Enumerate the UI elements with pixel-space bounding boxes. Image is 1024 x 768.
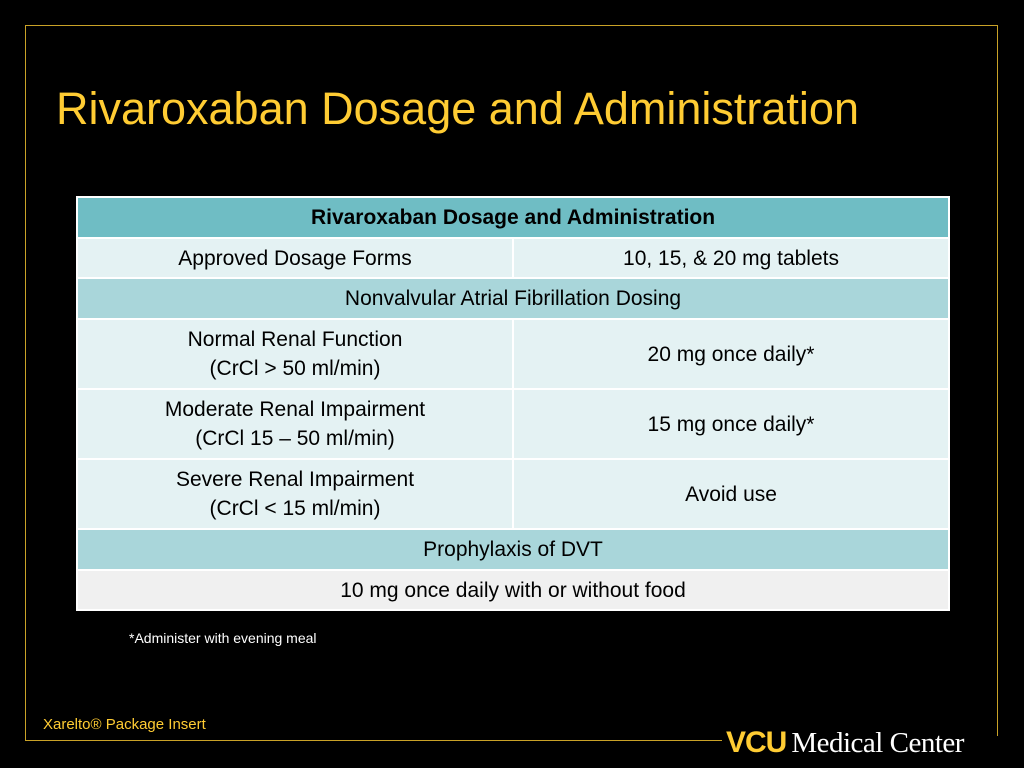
severe-renal-label-line1: Severe Renal Impairment — [175, 468, 415, 491]
normal-renal-label: Normal Renal Function (CrCl > 50 ml/min) — [76, 318, 514, 390]
dosage-table: Rivaroxaban Dosage and Administration Ap… — [75, 196, 951, 611]
table-header-row: Rivaroxaban Dosage and Administration — [75, 196, 951, 239]
moderate-renal-dose: 15 mg once daily* — [511, 388, 951, 460]
severe-renal-label-line2: (CrCl < 15 ml/min) — [209, 497, 381, 520]
slide-title: Rivaroxaban Dosage and Administration — [56, 83, 859, 134]
logo-vcu-text: VCU — [726, 726, 787, 759]
table-header-cell: Rivaroxaban Dosage and Administration — [75, 196, 951, 239]
table-row: Severe Renal Impairment (CrCl < 15 ml/mi… — [76, 458, 951, 530]
dosage-forms-value: 10, 15, & 20 mg tablets — [511, 237, 951, 279]
severe-renal-dose: Avoid use — [511, 458, 951, 530]
table-section-row: Nonvalvular Atrial Fibrillation Dosing — [75, 277, 951, 320]
normal-renal-label-line1: Normal Renal Function — [187, 328, 403, 351]
normal-renal-dose: 20 mg once daily* — [511, 318, 951, 390]
table-row: Normal Renal Function (CrCl > 50 ml/min)… — [76, 318, 951, 390]
vcu-medical-center-logo: VCU Medical Center — [726, 725, 964, 761]
moderate-renal-label-line1: Moderate Renal Impairment — [164, 398, 426, 421]
moderate-renal-label: Moderate Renal Impairment (CrCl 15 – 50 … — [76, 388, 514, 460]
frame-gap — [722, 736, 998, 748]
footnote: *Administer with evening meal — [129, 630, 317, 646]
moderate-renal-label-line2: (CrCl 15 – 50 ml/min) — [195, 427, 395, 450]
dvt-section-heading: Prophylaxis of DVT — [75, 528, 951, 571]
source-citation: Xarelto® Package Insert — [43, 716, 206, 733]
severe-renal-label: Severe Renal Impairment (CrCl < 15 ml/mi… — [76, 458, 514, 530]
slide-frame — [25, 25, 998, 741]
afib-section-heading: Nonvalvular Atrial Fibrillation Dosing — [75, 277, 951, 320]
dosage-forms-label: Approved Dosage Forms — [76, 237, 514, 279]
table-row: Approved Dosage Forms 10, 15, & 20 mg ta… — [76, 237, 951, 279]
table-row: Moderate Renal Impairment (CrCl 15 – 50 … — [76, 388, 951, 460]
normal-renal-label-line2: (CrCl > 50 ml/min) — [209, 357, 381, 380]
table-section-row: Prophylaxis of DVT — [75, 528, 951, 571]
dvt-dose: 10 mg once daily with or without food — [75, 569, 951, 611]
logo-medical-center-text: Medical Center — [791, 727, 964, 759]
table-row: 10 mg once daily with or without food — [75, 569, 951, 611]
